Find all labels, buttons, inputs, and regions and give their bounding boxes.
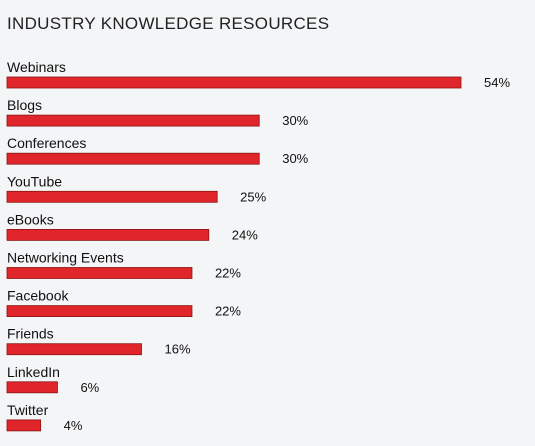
bar (6, 305, 193, 318)
value-label: 24% (232, 227, 258, 242)
category-label: Blogs (7, 97, 42, 113)
value-label: 6% (80, 380, 99, 395)
category-label: eBooks (7, 211, 54, 227)
value-label: 30% (282, 113, 308, 128)
category-label: YouTube (7, 173, 62, 189)
value-label: 22% (215, 304, 241, 319)
bar (6, 228, 210, 241)
bar (6, 419, 42, 432)
bar (6, 152, 260, 165)
category-label: Friends (7, 326, 54, 342)
bar (6, 76, 462, 89)
category-label: Networking Events (7, 250, 124, 266)
category-label: Twitter (7, 402, 49, 418)
value-label: 25% (240, 189, 266, 204)
value-label: 16% (165, 342, 191, 357)
bar (6, 381, 58, 394)
bar (6, 267, 193, 279)
value-label: 4% (64, 418, 83, 433)
value-label: 54% (484, 75, 510, 90)
bar (6, 343, 142, 356)
bar (6, 114, 260, 127)
category-label: Webinars (7, 59, 66, 75)
category-label: LinkedIn (7, 364, 60, 380)
chart-title: INDUSTRY KNOWLEDGE RESOURCES (7, 14, 330, 33)
category-label: Facebook (7, 288, 69, 304)
value-label: 30% (282, 151, 308, 166)
bar (6, 190, 218, 203)
value-label: 22% (215, 266, 241, 281)
category-label: Conferences (7, 135, 86, 151)
